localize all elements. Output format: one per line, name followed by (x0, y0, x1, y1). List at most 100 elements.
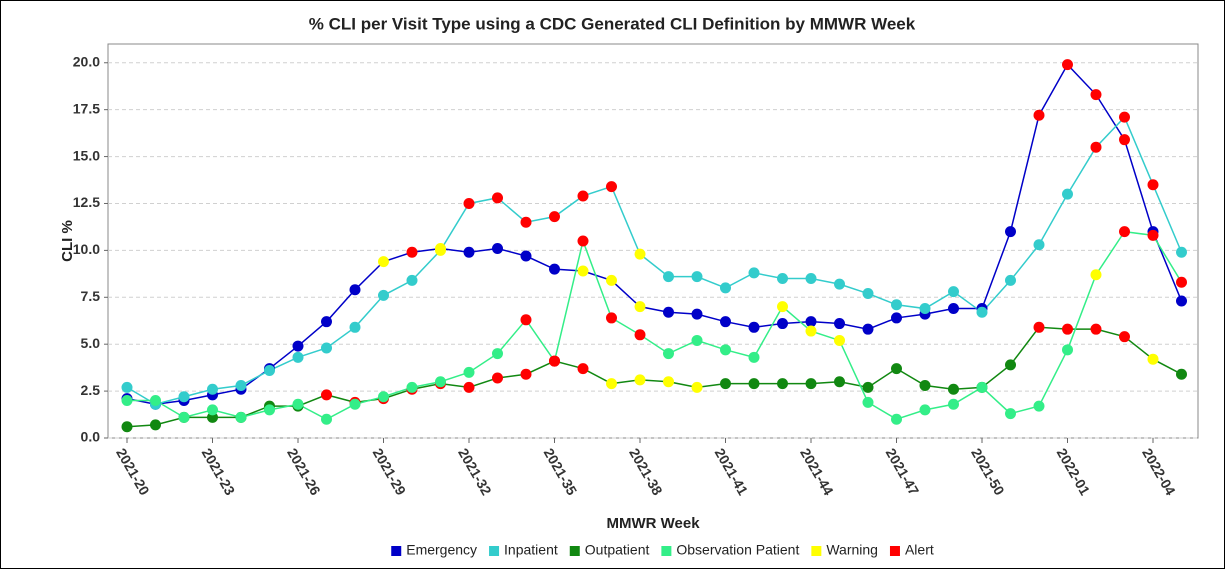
data-point (862, 288, 874, 300)
data-point (1090, 141, 1102, 153)
data-point (1005, 226, 1016, 238)
data-point (1062, 59, 1073, 71)
data-point (435, 244, 446, 256)
data-point (691, 381, 703, 393)
series-line (126, 63, 1183, 405)
data-point (577, 190, 589, 202)
data-point (1119, 226, 1130, 238)
data-point (834, 278, 845, 290)
data-point (948, 398, 959, 410)
data-point (1005, 274, 1016, 286)
chart-title: % CLI per Visit Type using a CDC Generat… (309, 14, 916, 33)
data-point (520, 314, 532, 326)
data-point (1090, 323, 1102, 335)
data-point (1176, 246, 1187, 258)
data-point (1090, 269, 1102, 281)
data-point (378, 391, 389, 403)
y-tick-label: 15.0 (73, 147, 100, 163)
legend-swatch (889, 546, 900, 556)
data-point (1147, 179, 1159, 191)
data-point (748, 321, 760, 333)
data-point (948, 286, 959, 298)
data-point (663, 271, 674, 283)
data-point (834, 376, 845, 388)
data-point (549, 263, 560, 275)
data-point (948, 303, 959, 315)
data-point (577, 265, 589, 277)
data-point (1033, 239, 1045, 251)
data-point (691, 334, 703, 346)
legend-label: Alert (905, 542, 934, 558)
data-point (549, 211, 560, 223)
data-point (805, 273, 817, 285)
data-point (378, 289, 389, 301)
data-point (634, 248, 646, 260)
data-point (349, 321, 361, 333)
data-point (919, 404, 931, 416)
data-point (520, 250, 532, 262)
data-point (777, 318, 788, 330)
data-point (1090, 89, 1102, 101)
data-point (349, 284, 361, 296)
data-point (720, 316, 731, 328)
y-tick-label: 20.0 (73, 53, 100, 69)
data-point (178, 411, 190, 423)
data-point (492, 372, 503, 384)
legend-swatch (811, 546, 822, 556)
data-point (919, 379, 931, 391)
data-point (121, 381, 133, 393)
data-point (463, 197, 475, 209)
data-point (862, 396, 874, 408)
data-point (1062, 188, 1073, 200)
data-point (720, 378, 731, 390)
data-point (321, 342, 332, 354)
data-point (520, 216, 532, 228)
y-tick-label: 5.0 (81, 335, 101, 351)
legend-label: Inpatient (504, 542, 558, 558)
data-point (150, 394, 161, 406)
data-point (663, 306, 674, 318)
data-point (777, 273, 788, 285)
legend-label: Warning (826, 542, 878, 558)
y-tick-label: 2.5 (81, 382, 101, 398)
data-point (207, 404, 218, 416)
data-point (606, 274, 617, 286)
data-point (663, 348, 674, 360)
data-point (720, 282, 731, 294)
data-point (748, 351, 760, 363)
legend-swatch (569, 546, 580, 556)
data-point (834, 334, 845, 346)
data-point (891, 363, 902, 375)
data-point (292, 398, 304, 410)
data-point (1062, 323, 1073, 335)
data-point (720, 344, 731, 356)
data-point (520, 368, 532, 380)
data-point (150, 419, 161, 431)
data-point (891, 413, 902, 425)
data-point (634, 301, 646, 313)
data-point (463, 246, 475, 258)
data-point (349, 398, 361, 410)
data-point (577, 235, 589, 247)
data-point (577, 363, 589, 375)
data-point (1147, 229, 1159, 241)
data-point (919, 303, 931, 315)
data-point (492, 192, 503, 204)
data-point (891, 312, 902, 324)
data-point (1119, 111, 1130, 123)
data-point (1119, 331, 1130, 343)
legend-swatch (391, 546, 402, 556)
data-point (834, 318, 845, 330)
legend-label: Emergency (406, 542, 477, 558)
data-point (691, 308, 703, 320)
data-point (805, 378, 817, 390)
data-point (235, 411, 247, 423)
data-point (321, 389, 332, 401)
data-point (1005, 408, 1016, 420)
data-point (1176, 295, 1187, 307)
data-point (777, 301, 788, 313)
data-point (606, 312, 617, 324)
data-point (748, 378, 760, 390)
data-point (1005, 359, 1016, 371)
data-point (492, 243, 503, 255)
